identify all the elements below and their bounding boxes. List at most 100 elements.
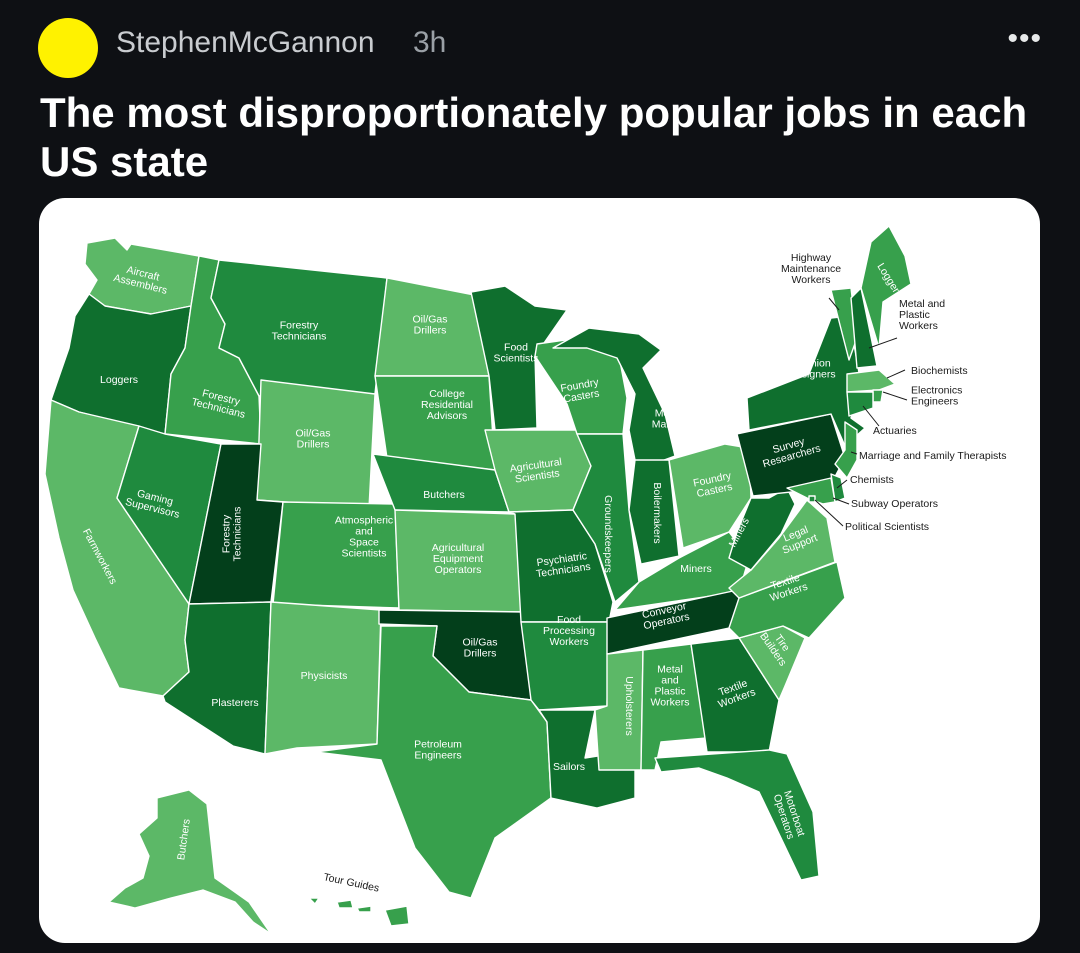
label-line: Space	[349, 537, 379, 549]
label-AZ: Plasterers	[211, 697, 258, 709]
label-AK: Butchers	[175, 818, 193, 861]
leader-MA	[886, 369, 906, 379]
label-HI: Tour Guides	[322, 871, 380, 895]
label-line: Tour Guides	[322, 871, 380, 895]
state-LA	[538, 709, 636, 809]
leader-RI	[882, 391, 908, 401]
leader-VT	[828, 297, 840, 311]
label-line: College	[429, 388, 465, 400]
leader-CT	[862, 405, 880, 427]
state-TX	[314, 625, 552, 899]
label-line: Residential	[421, 399, 473, 411]
map-image-card[interactable]: AircraftAssemblers Loggers Farmworkers F…	[39, 198, 1040, 943]
post-header: StephenMcGannon 3h •••	[38, 18, 1042, 78]
label-NH: Metal and Plastic Workers	[899, 298, 945, 332]
label-line: and	[661, 675, 679, 687]
leader-NJ	[850, 451, 858, 455]
state-NM	[264, 601, 382, 755]
label-MN: Food Scientists	[494, 342, 539, 365]
label-CO: Atmospheric and Space Scientists	[335, 515, 393, 560]
label-line: Chemists	[850, 474, 894, 486]
label-line: Advisors	[427, 410, 467, 422]
label-line: Technicians	[272, 331, 327, 343]
label-WY: Oil/Gas Drillers	[295, 428, 330, 451]
label-IN: Boilermakers	[651, 482, 663, 543]
label-line: Oil/Gas	[295, 428, 330, 440]
state-RI	[872, 389, 884, 403]
state-FL	[654, 749, 820, 881]
label-OK: Oil/Gas Drillers	[462, 637, 497, 660]
label-line: Biochemists	[911, 365, 968, 377]
label-VT: Highway Maintenance Workers	[781, 252, 841, 286]
label-line: Metal	[657, 664, 683, 676]
label-NY: Fashion Designers	[788, 358, 835, 381]
label-line: Plastic	[899, 309, 930, 321]
label-AL: Metal and Plastic Workers	[651, 664, 690, 709]
label-line: Forestry	[221, 514, 233, 553]
us-jobs-map: AircraftAssemblers Loggers Farmworkers F…	[44, 225, 1006, 935]
label-line: Highway	[791, 252, 832, 264]
label-line: Plastic	[655, 686, 686, 698]
label-line: Food	[504, 342, 528, 354]
state-NH	[850, 287, 878, 369]
label-line: Butchers	[423, 489, 464, 501]
label-KS: Agricultural Equipment Operators	[432, 542, 485, 576]
label-line: Technicians	[232, 507, 244, 562]
label-UT: ForestryTechnicians	[221, 507, 244, 562]
label-NE: Butchers	[423, 489, 464, 501]
label-line: Marriage and Family Therapists	[859, 450, 1006, 462]
label-line: Metal and	[899, 298, 945, 310]
leader-DC	[814, 499, 844, 527]
state-IN	[628, 459, 680, 565]
label-SD: College Residential Advisors	[421, 388, 473, 422]
label-OR: Loggers	[100, 374, 138, 386]
state-HI	[308, 897, 410, 927]
label-line: Model	[655, 408, 684, 420]
label-line: Makers	[652, 419, 686, 431]
avatar[interactable]	[38, 18, 98, 78]
label-line: Actuaries	[873, 425, 917, 437]
leader-NH	[868, 337, 898, 349]
label-line: Forestry	[280, 320, 319, 332]
label-LA: Sailors	[553, 761, 585, 773]
label-MD: Subway Operators	[851, 498, 938, 510]
leader-DE	[836, 479, 848, 489]
label-line: Engineers	[414, 750, 461, 762]
label-line: Workers	[792, 274, 831, 286]
label-line: Boilermakers	[651, 482, 663, 543]
label-line: Upholsterers	[623, 676, 635, 736]
label-ND: Oil/Gas Drillers	[412, 314, 447, 337]
label-DC: Political Scientists	[845, 521, 929, 533]
more-options-icon[interactable]: •••	[1007, 22, 1042, 55]
label-line: Designers	[788, 369, 835, 381]
label-NM: Physicists	[301, 670, 348, 682]
label-line: Fashion	[793, 358, 831, 370]
label-line: and	[355, 526, 373, 538]
state-MA	[846, 369, 896, 393]
label-line: Scientists	[494, 353, 539, 365]
state-NJ	[834, 421, 858, 479]
label-line: Atmospheric	[335, 515, 393, 527]
label-line: Drillers	[464, 648, 497, 660]
label-line: Agricultural	[432, 542, 485, 554]
label-line: Maintenance	[781, 263, 841, 275]
label-MS: Upholsterers	[623, 676, 635, 736]
label-line: Workers	[651, 697, 690, 709]
label-MI: Model Makers	[652, 408, 686, 431]
label-CT: Actuaries	[873, 425, 917, 437]
label-line: Drillers	[414, 325, 447, 337]
username[interactable]: StephenMcGannon	[116, 26, 375, 59]
label-line: Physicists	[301, 670, 348, 682]
label-line: Butchers	[175, 818, 193, 861]
state-DC	[808, 495, 816, 503]
label-line: Scientists	[342, 548, 387, 560]
state-MI	[552, 327, 676, 471]
label-IL: Groundskeepers	[602, 495, 614, 573]
label-line: Oil/Gas	[412, 314, 447, 326]
state-ME	[860, 225, 912, 349]
state-IL	[572, 433, 640, 603]
label-line: Drillers	[297, 439, 330, 451]
label-KY: Miners	[680, 563, 712, 575]
label-RI: Electronics Engineers	[911, 385, 962, 408]
label-MA: Biochemists	[911, 365, 968, 377]
